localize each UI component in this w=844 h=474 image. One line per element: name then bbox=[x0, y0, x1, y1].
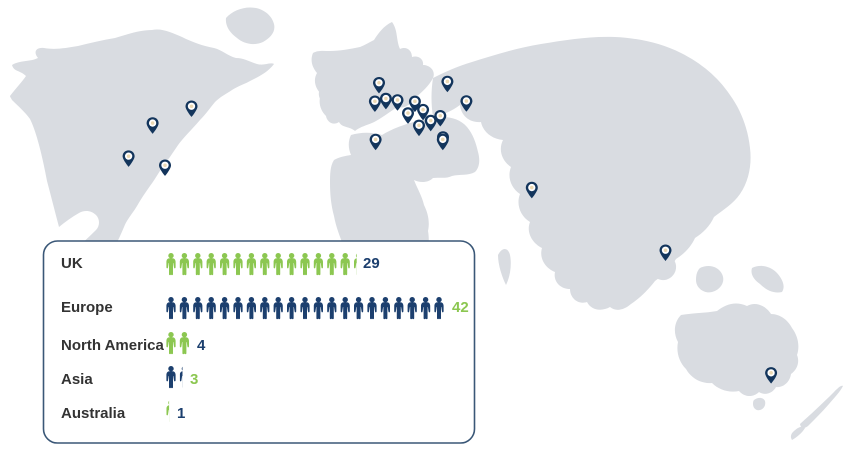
svg-text:4: 4 bbox=[197, 337, 206, 354]
svg-text:29: 29 bbox=[363, 255, 380, 272]
svg-text:Australia: Australia bbox=[61, 405, 126, 422]
svg-text:North America: North America bbox=[61, 337, 164, 354]
svg-text:3: 3 bbox=[190, 371, 198, 388]
svg-text:Europe: Europe bbox=[61, 299, 113, 316]
svg-text:1: 1 bbox=[177, 405, 185, 422]
svg-text:UK: UK bbox=[61, 255, 83, 272]
svg-text:42: 42 bbox=[452, 299, 469, 316]
svg-text:Asia: Asia bbox=[61, 371, 93, 388]
